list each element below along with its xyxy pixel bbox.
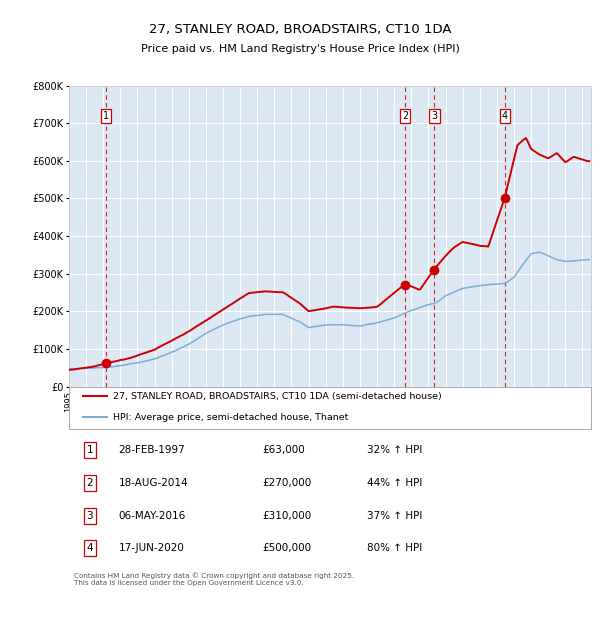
Text: 4: 4 bbox=[502, 110, 508, 121]
Text: 3: 3 bbox=[431, 110, 437, 121]
Text: 4: 4 bbox=[86, 543, 93, 553]
Text: Contains HM Land Registry data © Crown copyright and database right 2025.
This d: Contains HM Land Registry data © Crown c… bbox=[74, 572, 355, 586]
Text: 27, STANLEY ROAD, BROADSTAIRS, CT10 1DA (semi-detached house): 27, STANLEY ROAD, BROADSTAIRS, CT10 1DA … bbox=[113, 392, 442, 401]
Text: 1: 1 bbox=[86, 445, 93, 456]
Text: HPI: Average price, semi-detached house, Thanet: HPI: Average price, semi-detached house,… bbox=[113, 413, 349, 422]
Text: 3: 3 bbox=[86, 511, 93, 521]
Text: 32% ↑ HPI: 32% ↑ HPI bbox=[367, 445, 422, 456]
Text: 37% ↑ HPI: 37% ↑ HPI bbox=[367, 511, 422, 521]
Text: 17-JUN-2020: 17-JUN-2020 bbox=[119, 543, 184, 553]
Text: £310,000: £310,000 bbox=[262, 511, 311, 521]
Text: £270,000: £270,000 bbox=[262, 478, 311, 488]
Text: 06-MAY-2016: 06-MAY-2016 bbox=[119, 511, 186, 521]
Text: £500,000: £500,000 bbox=[262, 543, 311, 553]
Text: 44% ↑ HPI: 44% ↑ HPI bbox=[367, 478, 422, 488]
Text: 18-AUG-2014: 18-AUG-2014 bbox=[119, 478, 188, 488]
Text: 80% ↑ HPI: 80% ↑ HPI bbox=[367, 543, 422, 553]
Text: 1: 1 bbox=[103, 110, 109, 121]
Text: Price paid vs. HM Land Registry's House Price Index (HPI): Price paid vs. HM Land Registry's House … bbox=[140, 44, 460, 54]
Text: 27, STANLEY ROAD, BROADSTAIRS, CT10 1DA: 27, STANLEY ROAD, BROADSTAIRS, CT10 1DA bbox=[149, 24, 451, 36]
Text: 28-FEB-1997: 28-FEB-1997 bbox=[119, 445, 185, 456]
Text: 2: 2 bbox=[86, 478, 93, 488]
Text: 2: 2 bbox=[402, 110, 408, 121]
Text: £63,000: £63,000 bbox=[262, 445, 305, 456]
